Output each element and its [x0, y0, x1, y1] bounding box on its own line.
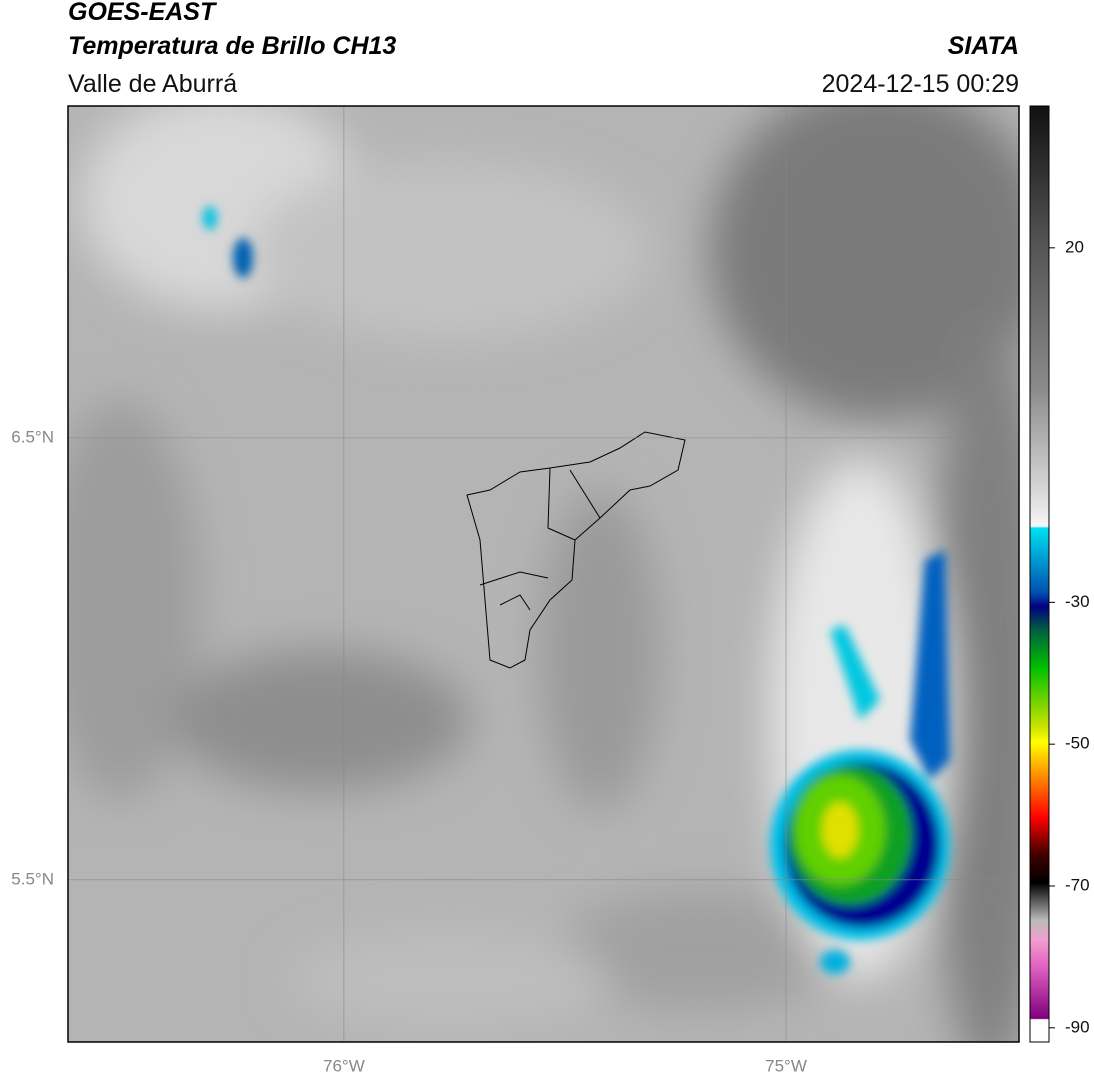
graticule [68, 106, 1019, 1042]
title: GOES-EAST [68, 0, 218, 26]
colorbar-tick-label: -30 [1065, 592, 1090, 611]
x-tick-label: 75°W [765, 1056, 807, 1075]
map-frame [67, 105, 1020, 1043]
imagery [68, 106, 1019, 1042]
subtitle: Temperatura de Brillo CH13 [68, 32, 396, 60]
source: SIATA [948, 32, 1019, 60]
colorbar-tick-label: -50 [1065, 734, 1090, 753]
y-tick-label: 5.5°N [11, 869, 54, 888]
colorbar-tick-label: -70 [1065, 875, 1090, 894]
region: Valle de Aburrá [68, 70, 237, 98]
y-tick-label: 6.5°N [11, 427, 54, 446]
datetime: 2024-12-15 00:29 [822, 70, 1019, 98]
colorbar-tick-label: -90 [1065, 1017, 1090, 1036]
municipal-boundaries [466, 431, 686, 669]
x-tick-label: 76°W [323, 1056, 365, 1075]
colorbar-tick-label: 20 [1065, 237, 1084, 256]
colorbar [1029, 105, 1050, 1043]
